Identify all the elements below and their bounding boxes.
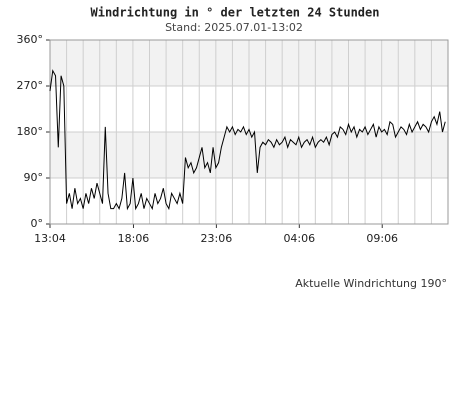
x-tick-label: 09:06 [366,232,398,245]
chart-subtitle: Stand: 2025.07.01-13:02 [165,21,303,34]
y-tick-label: 90° [24,171,44,184]
data-line [49,69,446,211]
x-tick-label: 13:04 [34,232,66,245]
y-tick-label: 360° [17,33,44,46]
plot-frame [49,39,449,225]
y-tick-label: 0° [31,217,44,230]
x-tick-label: 04:06 [283,232,315,245]
chart-title: Windrichtung in ° der letzten 24 Stunden [91,6,380,20]
x-tick-label: 23:06 [201,232,233,245]
annotation: Aktuelle Windrichtung 190° [295,277,447,290]
y-tick-label: 180° [17,125,44,138]
y-tick-label: 270° [17,79,44,92]
x-tick-label: 18:06 [118,232,150,245]
